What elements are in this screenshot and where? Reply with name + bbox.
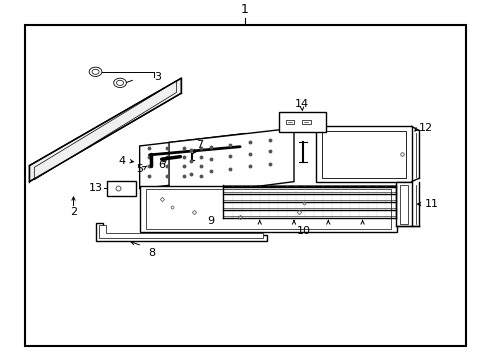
Text: 4: 4	[118, 156, 125, 166]
Polygon shape	[316, 126, 412, 182]
Text: 2: 2	[70, 207, 77, 217]
Text: 11: 11	[424, 199, 439, 209]
Text: 1: 1	[241, 3, 249, 16]
Polygon shape	[322, 131, 406, 178]
Polygon shape	[99, 225, 263, 238]
Circle shape	[89, 67, 102, 76]
Text: 8: 8	[148, 248, 155, 258]
Text: 3: 3	[154, 72, 161, 82]
Polygon shape	[29, 78, 181, 182]
Text: 14: 14	[295, 99, 309, 108]
Bar	[286, 120, 294, 124]
Polygon shape	[169, 128, 294, 198]
Bar	[107, 181, 136, 196]
Polygon shape	[400, 185, 408, 224]
Text: 10: 10	[297, 226, 311, 236]
Bar	[279, 112, 326, 132]
Text: 12: 12	[419, 123, 433, 133]
Circle shape	[117, 80, 123, 85]
Polygon shape	[140, 134, 245, 189]
Polygon shape	[34, 81, 176, 180]
Circle shape	[92, 69, 99, 74]
Polygon shape	[396, 183, 412, 226]
Text: 9: 9	[207, 216, 214, 226]
Bar	[302, 120, 311, 124]
Circle shape	[114, 78, 126, 87]
Polygon shape	[140, 186, 397, 232]
Text: 6: 6	[158, 159, 165, 170]
Text: 13: 13	[89, 184, 103, 193]
Text: 7: 7	[196, 140, 203, 150]
Polygon shape	[146, 189, 391, 229]
Text: 5: 5	[136, 164, 143, 174]
Polygon shape	[96, 223, 267, 240]
